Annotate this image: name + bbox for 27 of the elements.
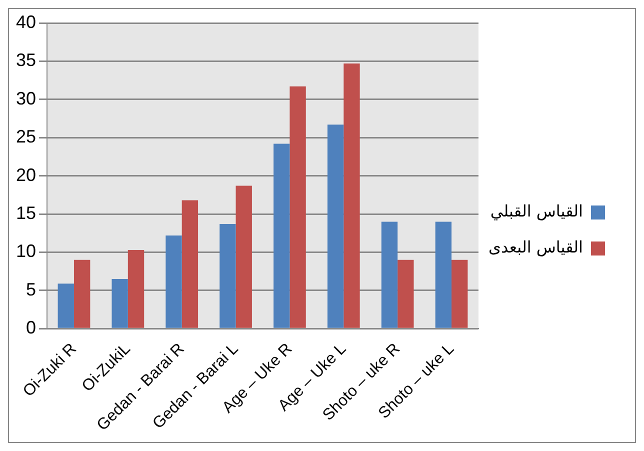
bar bbox=[58, 284, 74, 328]
bar bbox=[435, 222, 452, 328]
y-tick-label: 40 bbox=[16, 12, 36, 32]
y-tick-label: 15 bbox=[16, 203, 36, 224]
bar bbox=[290, 86, 306, 328]
y-tick-label: 25 bbox=[16, 126, 36, 147]
bar bbox=[220, 224, 236, 328]
bar bbox=[327, 124, 344, 328]
bar bbox=[398, 260, 414, 328]
bar bbox=[112, 279, 128, 328]
y-tick-label: 20 bbox=[16, 164, 36, 185]
y-tick-label: 5 bbox=[26, 279, 36, 300]
y-tick-label: 30 bbox=[16, 88, 36, 108]
y-tick-label: 35 bbox=[16, 50, 36, 70]
bar bbox=[381, 222, 398, 328]
bar bbox=[74, 260, 90, 328]
legend-label: القياس القبلي bbox=[490, 202, 583, 221]
bar bbox=[166, 235, 182, 328]
bar bbox=[182, 200, 198, 328]
bar bbox=[452, 260, 468, 328]
y-tick-label: 0 bbox=[26, 318, 36, 338]
bar bbox=[128, 250, 144, 328]
y-tick-label: 10 bbox=[16, 241, 36, 262]
legend-label: القياس البعدى bbox=[488, 238, 583, 257]
bar bbox=[274, 144, 290, 328]
bar bbox=[236, 186, 252, 328]
bar bbox=[344, 64, 360, 328]
